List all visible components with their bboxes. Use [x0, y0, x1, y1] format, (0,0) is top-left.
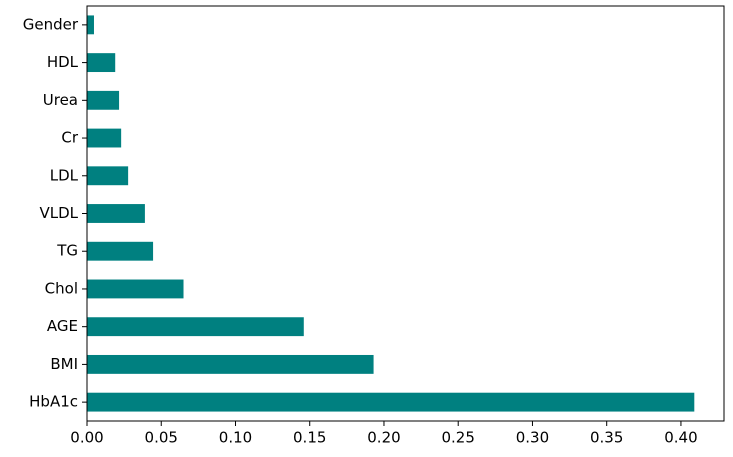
y-tick-label: HDL [47, 53, 79, 71]
bar [87, 241, 154, 261]
x-tick-label: 0.25 [442, 429, 475, 447]
bar [87, 392, 695, 412]
bar [87, 354, 374, 374]
bar [87, 204, 145, 223]
y-tick-label: AGE [47, 317, 78, 335]
bar [87, 53, 116, 73]
y-tick-label: Urea [43, 91, 78, 109]
y-tick-label: Gender [23, 15, 79, 33]
bar [87, 279, 184, 299]
bar [87, 90, 120, 110]
y-tick-label: HbA1c [29, 393, 78, 411]
x-tick-label: 0.00 [70, 429, 103, 447]
x-tick-label: 0.15 [293, 429, 326, 447]
bar [87, 317, 304, 337]
y-tick-label: BMI [50, 355, 78, 373]
plot-frame [86, 5, 725, 422]
x-tick-label: 0.35 [590, 429, 623, 447]
x-tick-label: 0.20 [367, 429, 400, 447]
y-tick-label: Chol [45, 279, 78, 297]
x-tick-label: 0.40 [664, 429, 697, 447]
y-tick-label: TG [56, 242, 78, 260]
y-tick-label: VLDL [39, 204, 78, 222]
x-tick-label: 0.05 [145, 429, 178, 447]
y-tick-label: LDL [50, 166, 79, 184]
x-tick-label: 0.10 [219, 429, 252, 447]
bar [87, 128, 122, 148]
bar [87, 15, 94, 35]
bar [87, 166, 129, 186]
y-tick-label: Cr [61, 129, 78, 147]
x-tick-label: 0.30 [516, 429, 549, 447]
